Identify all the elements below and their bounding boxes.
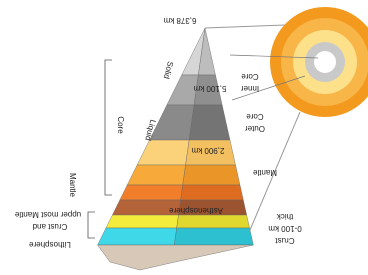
- label: Mantle: [252, 168, 277, 177]
- rock-base: [98, 245, 254, 270]
- connector: [205, 25, 285, 28]
- layer-band: [137, 140, 189, 165]
- label: Mantle: [68, 173, 77, 198]
- brackets: [88, 60, 112, 238]
- layer-band: [181, 185, 244, 200]
- label: Core: [246, 112, 264, 121]
- label: Inner: [241, 84, 260, 93]
- bracket: [105, 60, 112, 195]
- layer-band: [189, 105, 230, 140]
- label: 0-100 km: [268, 224, 302, 233]
- bracket: [88, 212, 95, 238]
- label: Asthenosphere: [169, 206, 223, 215]
- label: Crust: [275, 236, 295, 245]
- label: Lithosphere: [29, 240, 71, 249]
- label: Crust and: [33, 222, 68, 231]
- layer-band: [183, 165, 240, 185]
- layer-band: [106, 215, 179, 228]
- label: Solid: [162, 60, 175, 80]
- label: 5,100 km: [193, 84, 226, 93]
- label: Core: [116, 116, 125, 134]
- earth-layers-diagram: 6,378 km Solid 5,100 km Liquid 2,900 km …: [0, 0, 368, 275]
- label: 2,900 km: [191, 146, 224, 155]
- layer-band: [127, 165, 185, 185]
- label: Outer: [245, 124, 265, 133]
- layer-band: [174, 228, 253, 245]
- layer-band: [98, 228, 177, 245]
- layer-band: [120, 185, 183, 200]
- layer-band: [177, 215, 250, 228]
- label: upper most Mantle: [14, 210, 81, 219]
- label: thick: [276, 212, 293, 221]
- label: 6,378 km: [163, 16, 196, 25]
- center: [314, 51, 336, 73]
- label: Core: [241, 72, 259, 81]
